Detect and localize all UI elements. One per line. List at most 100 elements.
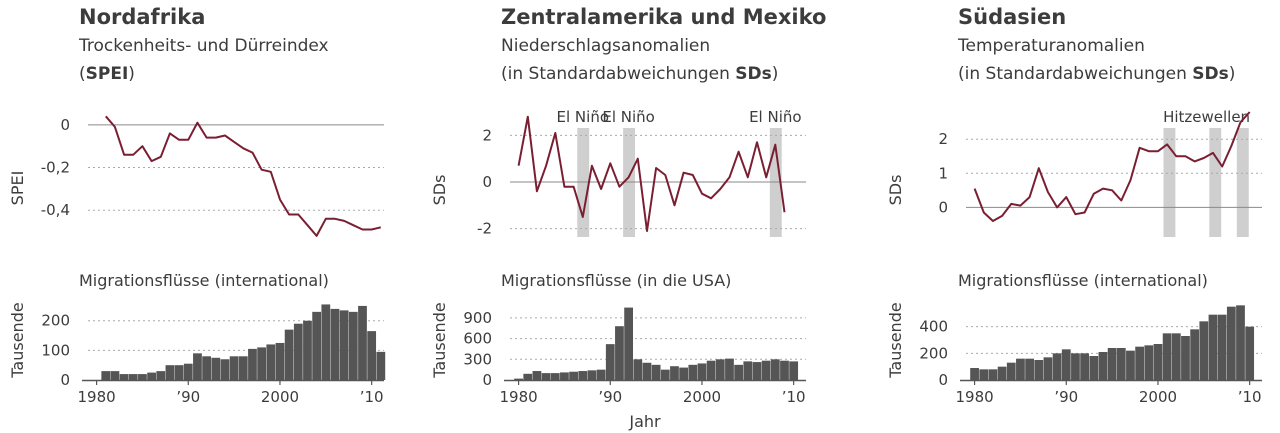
bar (1052, 353, 1062, 380)
y-tick-label: 900 (463, 309, 492, 327)
panel-subtitle: Niederschlagsanomalien (501, 36, 710, 56)
y-tick-label: 1 (938, 164, 948, 182)
top-y-axis-label: SDs (886, 175, 905, 206)
bar (1181, 336, 1190, 380)
y-tick-label: 300 (463, 350, 492, 368)
anomaly-line-chart: Hitzewellen 2 1 0 (938, 108, 1262, 237)
panel-subtitle-2: (SPEI) (79, 64, 135, 84)
bar (1190, 329, 1200, 380)
bar (633, 359, 643, 380)
bar (715, 359, 725, 380)
bar (128, 374, 138, 380)
bar (293, 323, 303, 380)
x-tick-label: 2000 (261, 388, 299, 406)
bar (1071, 353, 1080, 380)
bar (761, 360, 771, 380)
bar (202, 356, 211, 380)
bar (624, 307, 633, 380)
event-annotation: El Niño (602, 108, 655, 126)
bar (193, 353, 202, 380)
x-tick-label: 2000 (683, 388, 721, 406)
bar (147, 372, 156, 380)
bar (970, 368, 979, 380)
bar (238, 356, 248, 380)
y-tick-label: 0 (482, 173, 492, 191)
bar (183, 363, 193, 380)
event-annotation: El Niño (557, 108, 610, 126)
panel-subtitle-2: (in Standardabweichungen SDs) (958, 64, 1235, 84)
bar (1226, 306, 1236, 380)
y-tick-label: 0 (938, 371, 948, 389)
y-tick-label: 600 (463, 330, 492, 348)
bar (734, 364, 744, 380)
bar (605, 344, 615, 380)
bar (1107, 348, 1117, 380)
bar (174, 365, 184, 380)
bar (697, 363, 707, 380)
bar (560, 372, 569, 380)
series-line (973, 111, 1251, 222)
bar (220, 359, 230, 380)
bar (358, 305, 367, 380)
bar (770, 359, 780, 380)
bar (743, 361, 753, 380)
y-tick-label: 400 (919, 318, 948, 336)
y-tick-label: 0 (938, 198, 948, 216)
panel-zentralamerika: Zentralamerika und Mexiko Niederschlagsa… (430, 5, 826, 431)
bar (569, 371, 578, 380)
bar (165, 365, 175, 380)
y-tick-label: 200 (41, 312, 70, 330)
panel-suedasien: Südasien Temperaturanomalien (in Standar… (886, 5, 1262, 406)
y-tick-label: -0,4 (41, 201, 70, 219)
x-tick-label: 2000 (1139, 388, 1177, 406)
bar (211, 357, 221, 380)
bottom-y-axis-label: Tausende (430, 302, 449, 378)
migration-bar-chart: 0 200 400 1980 ’90 2000 ’10 (919, 305, 1262, 406)
bar (997, 366, 1007, 380)
bar (257, 347, 267, 380)
bar (651, 364, 661, 380)
y-tick-label: 2 (938, 130, 948, 148)
x-tick-label: 1980 (499, 388, 537, 406)
bar (1006, 362, 1016, 380)
bottom-chart-label: Migrationsflüsse (international) (958, 271, 1208, 290)
bar (660, 369, 670, 380)
bar (330, 308, 340, 380)
panel-title: Südasien (958, 5, 1066, 29)
x-axis-label: Jahr (628, 412, 661, 431)
panel-title: Nordafrika (79, 5, 205, 29)
bar (1153, 344, 1163, 380)
panel-subtitle: Temperaturanomalien (957, 36, 1145, 56)
bar (1217, 314, 1227, 380)
bar (706, 360, 716, 380)
bar (1199, 321, 1209, 380)
bar (642, 362, 652, 380)
bar (1016, 358, 1025, 380)
bar (596, 369, 606, 380)
bar (523, 373, 533, 380)
bar (138, 374, 147, 380)
y-tick-label: -0,2 (41, 159, 70, 177)
y-tick-label: 100 (41, 341, 70, 359)
bar (119, 374, 129, 380)
bar (1089, 356, 1099, 380)
bar (670, 366, 679, 380)
bar (284, 329, 294, 380)
bar (275, 342, 285, 380)
bar (780, 360, 789, 380)
x-tick-label: 1980 (77, 388, 115, 406)
bar (1171, 333, 1181, 380)
event-annotation: El Niño (749, 108, 802, 126)
panel-nordafrika: Nordafrika Trockenheits- und Dürreindex … (8, 5, 386, 406)
bar (1208, 314, 1218, 380)
series-line (517, 115, 786, 232)
migration-bar-chart: 0 300 600 900 1980 ’90 2000 ’10 (463, 307, 806, 406)
x-tick-label: ’10 (360, 388, 384, 406)
bar (1144, 345, 1154, 380)
bar (101, 371, 111, 380)
bar (376, 351, 386, 380)
bar (1126, 350, 1135, 380)
y-tick-label: 2 (482, 126, 492, 144)
bottom-y-axis-label: Tausende (8, 302, 27, 378)
